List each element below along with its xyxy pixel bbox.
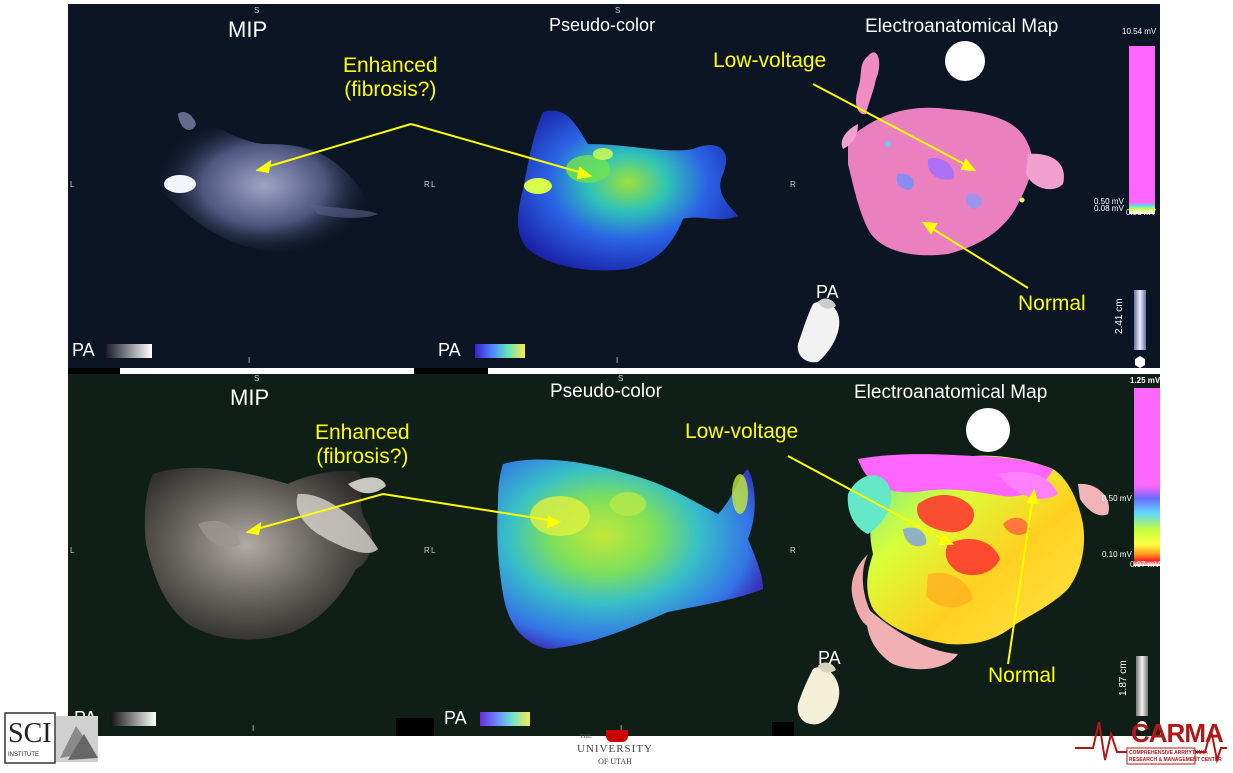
sci-institute-text: INSTITUTE xyxy=(8,752,39,758)
pseudo-color-volume-bottom xyxy=(497,459,763,649)
top-ruler-end-icon xyxy=(1135,356,1145,368)
bottom-eam-title: Electroanatomical Map xyxy=(854,382,1048,403)
bottom-mip-orient-l: L xyxy=(70,546,75,555)
top-mip-orient-l: L xyxy=(70,180,75,189)
bottom-voltage-mid1: 0.50 mV xyxy=(1102,494,1132,503)
university-of-utah-logo: THE UNIVERSITY OF UTAH xyxy=(570,730,660,770)
top-mip-orient-r: R xyxy=(424,180,430,189)
carma-logo-text: CARMA xyxy=(1131,718,1224,748)
top-heart-pa-label: PA xyxy=(816,282,839,302)
mip-volume-bottom xyxy=(144,467,386,640)
bottom-pseudo-pa-label: PA xyxy=(444,708,467,728)
top-eam-title: Electroanatomical Map xyxy=(865,16,1059,37)
top-pa-heart-icon xyxy=(797,298,840,363)
bottom-black-strip-mid xyxy=(396,718,434,736)
top-low-voltage-label: Low-voltage xyxy=(713,49,827,72)
bottom-heart-pa-label: PA xyxy=(818,648,841,668)
top-mip-pa-colorbar xyxy=(106,344,152,358)
top-ruler-label: 2.41 cm xyxy=(1114,298,1125,334)
bottom-voltage-min: 0.07 mV xyxy=(1130,560,1160,569)
utah-the-text: THE xyxy=(580,734,592,740)
bottom-annotation-arrows xyxy=(245,455,1039,665)
bottom-catheter-marker-icon xyxy=(966,408,1010,452)
bottom-panel: MIP Pseudo-color Electroanatomical Map E… xyxy=(68,374,1160,736)
bottom-scale-ruler xyxy=(1136,656,1148,716)
eam-map-bottom xyxy=(847,454,1109,670)
top-pseudo-orient-l: L xyxy=(431,180,436,189)
eam-map-top xyxy=(841,52,1064,256)
utah-university-text: UNIVERSITY xyxy=(577,743,653,755)
bottom-voltage-max: 1.25 mV xyxy=(1130,376,1160,385)
top-pseudo-orient-s: S xyxy=(615,6,621,15)
top-mip-orient-s: S xyxy=(254,6,260,15)
top-voltage-colorbar xyxy=(1129,46,1155,214)
bottom-ruler-end-icon xyxy=(1137,721,1147,731)
top-mip-orient-i: I xyxy=(248,356,251,365)
top-panel: MIP Pseudo-color Electroanatomical Map E… xyxy=(68,4,1160,368)
top-voltage-min: 0.05 mV xyxy=(1126,208,1156,217)
top-panel-graphics xyxy=(106,41,1155,368)
carma-logo: CARMA COMPREHENSIVE ARRHYTHMIA RESEARCH … xyxy=(1075,708,1227,768)
bottom-mip-pa-colorbar xyxy=(110,712,156,726)
top-pseudo-orient-i: I xyxy=(616,356,619,365)
top-enhanced-label: Enhanced (fibrosis?) xyxy=(343,54,438,101)
bottom-mip-orient-s: S xyxy=(254,374,260,383)
bottom-voltage-mid2: 0.10 mV xyxy=(1102,550,1132,559)
top-voltage-mid1: 0.50 mV xyxy=(1094,197,1124,206)
top-voltage-max: 10.54 mV xyxy=(1122,27,1157,36)
top-annotation-arrows xyxy=(255,83,1029,289)
bottom-low-voltage-label: Low-voltage xyxy=(685,420,799,443)
bottom-mip-title: MIP xyxy=(230,385,270,410)
top-mip-title: MIP xyxy=(228,17,268,42)
top-pseudo-pa-colorbar xyxy=(475,344,525,358)
bottom-mip-orient-r: R xyxy=(424,546,430,555)
carma-sub1-text: COMPREHENSIVE ARRHYTHMIA xyxy=(1129,750,1208,756)
top-normal-label: Normal xyxy=(1018,292,1086,315)
top-mip-pa-label: PA xyxy=(72,340,95,360)
bottom-pseudo-orient-s: S xyxy=(618,374,624,383)
bottom-pseudo-orient-l: L xyxy=(431,546,436,555)
mip-volume-top xyxy=(161,112,378,253)
sci-logo-text: SCI xyxy=(8,718,52,749)
bottom-black-strip-right xyxy=(772,722,794,736)
bottom-pa-heart-icon xyxy=(797,662,840,725)
top-pseudo-pa-label: PA xyxy=(438,340,461,360)
bottom-panel-graphics xyxy=(110,388,1160,731)
bottom-enhanced-label: Enhanced (fibrosis?) xyxy=(315,421,410,468)
top-black-strip-left xyxy=(68,368,120,376)
bottom-pseudo-orient-r: R xyxy=(790,546,796,555)
top-pseudo-title: Pseudo-color xyxy=(549,15,656,35)
utah-u-icon xyxy=(606,730,628,742)
top-voltage-mid2: 0.08 mV xyxy=(1094,204,1124,213)
bottom-voltage-colorbar xyxy=(1134,388,1160,566)
top-catheter-marker-icon xyxy=(945,41,985,81)
carma-sub2-text: RESEARCH & MANAGEMENT CENTER xyxy=(1129,757,1222,763)
bottom-normal-label: Normal xyxy=(988,664,1056,687)
top-black-strip-mid xyxy=(414,368,488,376)
bottom-pseudo-title: Pseudo-color xyxy=(550,381,662,402)
sci-institute-logo: SCI INSTITUTE xyxy=(4,712,100,764)
top-scale-ruler xyxy=(1134,290,1146,350)
bottom-pseudo-pa-colorbar xyxy=(480,712,530,726)
bottom-mip-orient-i: I xyxy=(252,724,255,733)
bottom-pseudo-orient-i: I xyxy=(620,724,623,733)
top-pseudo-orient-r: R xyxy=(790,180,796,189)
bottom-ruler-label: 1.87 cm xyxy=(1118,660,1129,696)
pseudo-color-volume-top xyxy=(518,110,738,271)
utah-of-utah-text: OF UTAH xyxy=(598,757,632,766)
